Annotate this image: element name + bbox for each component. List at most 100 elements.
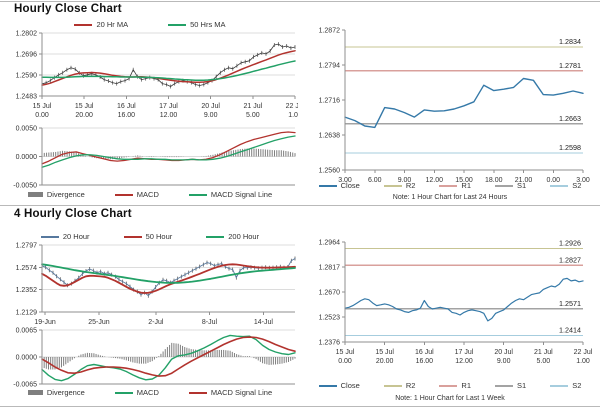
- y-tick-label: 1.2802: [16, 30, 38, 37]
- x-tick-label: 20 Jul: [494, 349, 513, 356]
- x-tick-label: 0.00: [35, 112, 49, 119]
- legend-label: R1: [461, 181, 471, 190]
- legend-item-r1: R1: [439, 181, 471, 190]
- legend-item-s2: S2: [550, 181, 581, 190]
- y-tick-label: 1.2129: [16, 309, 38, 316]
- legend-label: MACD Signal Line: [210, 190, 273, 199]
- y-tick-label: 1.2817: [319, 264, 341, 271]
- legend-line-swatch: [550, 384, 569, 387]
- y-tick-label: -0.0050: [13, 182, 37, 189]
- legend-item-divergence: Divergence: [27, 190, 85, 199]
- legend-item-r2: R2: [383, 181, 416, 190]
- legend-item-20-hour: 20 Hour: [40, 232, 90, 241]
- section-title-fourhourly: 4 Hourly Close Chart: [14, 208, 132, 220]
- legend-label: Close: [340, 381, 360, 390]
- y-tick-label: 1.2638: [319, 132, 341, 139]
- x-tick-label: 12.00: [425, 177, 443, 184]
- legend-bar-swatch: [27, 192, 43, 197]
- legend-label: R1: [461, 381, 471, 390]
- section-title-hourly: Hourly Close Chart: [14, 3, 122, 15]
- y-tick-label: 1.2696: [16, 51, 38, 58]
- y-tick-label: 0.0065: [16, 327, 38, 334]
- y-tick-label: 1.2352: [16, 287, 38, 294]
- pivot-24h-note: Note: 1 Hour Chart for Last 24 Hours: [392, 194, 508, 201]
- x-tick-label: 9.00: [204, 112, 218, 119]
- legend-item-s1: S1: [495, 381, 526, 390]
- x-tick-label: 16.00: [118, 112, 136, 119]
- legend-label: R2: [405, 181, 416, 190]
- series-20 Hr MA: [41, 50, 296, 86]
- y-tick-label: 1.2574: [16, 265, 38, 272]
- x-tick-label: 6.00: [368, 177, 382, 184]
- y-tick-label: 1.2590: [16, 72, 38, 79]
- legend-item-50-hrs-ma: 50 Hrs MA: [168, 20, 226, 29]
- legend-line-swatch: [495, 184, 513, 187]
- legend-line-swatch: [206, 235, 225, 238]
- pivot-week-plot: 1.2964 1.2817 1.2670 1.2523 1.2376 1.2926 1.28…: [319, 238, 593, 365]
- y-tick-label: 1.2376: [319, 339, 341, 346]
- legend-bar-swatch: [27, 390, 43, 395]
- x-tick-label: 17 Jul: [455, 349, 474, 356]
- x-tick-label: 22 Jul: [286, 103, 298, 110]
- legend-item-s1: S1: [495, 181, 526, 190]
- x-tick-label: 5.00: [246, 112, 260, 119]
- legend-label: 20 Hour: [62, 232, 90, 241]
- fourhourly-macd-chart: Divergence MACD MACD Signal Line 0.0065 0.0…: [2, 322, 298, 408]
- series-200 Hour: [41, 263, 296, 284]
- divider-middle: [0, 205, 600, 206]
- legend-label: MACD Signal Line: [210, 388, 273, 397]
- legend-item-macd: MACD: [114, 190, 159, 199]
- series-MACD Signal Line: [41, 336, 296, 377]
- level-label-S1: 1.2571: [559, 299, 581, 308]
- x-tick-label: 20 Jul: [201, 103, 220, 110]
- fourhourly-close-chart: 20 Hour 50 Hour 200 Hour 1.2797 1.2574 1.235…: [2, 228, 298, 326]
- pivot-24h-chart: Close R2 R1 S1 S2 Note: 1 Hour Chart for Las…: [302, 20, 598, 204]
- y-tick-label: 1.2794: [319, 62, 341, 69]
- series-Close: [344, 277, 584, 322]
- y-tick-label: -0.0065: [13, 381, 37, 388]
- x-tick-label: 21 Jul: [243, 103, 262, 110]
- legend-line-swatch: [439, 384, 458, 387]
- x-tick-label: 9.00: [497, 358, 511, 365]
- y-tick-label: 1.2964: [319, 239, 341, 246]
- series-Close: [41, 43, 296, 87]
- legend-item-s2: S2: [550, 381, 581, 390]
- x-tick-label: 22 Jul: [574, 349, 593, 356]
- level-label-S2: 1.2598: [559, 143, 581, 152]
- fourhourly-macd-legend: Divergence MACD MACD Signal Line: [2, 388, 298, 397]
- x-tick-label: 1.00: [576, 358, 590, 365]
- x-tick-label: 12.00: [160, 112, 178, 119]
- y-tick-label: 0.0000: [16, 154, 38, 161]
- legend-label: MACD: [136, 190, 159, 199]
- divider-top: [0, 1, 600, 2]
- x-tick-label: 21.00: [515, 177, 533, 184]
- x-tick-label: 17 Jul: [159, 103, 178, 110]
- legend-label: S1: [517, 181, 527, 190]
- legend-item-r2: R2: [383, 381, 416, 390]
- legend-item-macd-signal-line: MACD Signal Line: [188, 388, 273, 397]
- legend-label: R2: [405, 381, 416, 390]
- x-tick-label: 0.00: [546, 177, 560, 184]
- legend-line-swatch: [168, 23, 187, 26]
- y-tick-label: 1.2483: [16, 93, 38, 100]
- x-tick-label: 16 Jul: [415, 349, 434, 356]
- legend-item-close: Close: [318, 181, 360, 190]
- legend-item-50-hour: 50 Hour: [123, 232, 172, 241]
- legend-label: Divergence: [46, 190, 85, 199]
- level-label-S2: 1.2414: [559, 326, 581, 335]
- legend-line-swatch: [383, 384, 402, 387]
- x-tick-label: 15.00: [455, 177, 473, 184]
- fourhourly-macd-plot: 0.0065 0.0000 -0.0065: [13, 327, 296, 388]
- legend-label: MACD: [136, 388, 159, 397]
- y-tick-label: 0.0050: [16, 125, 38, 132]
- hourly-macd-legend: Divergence MACD MACD Signal Line: [2, 190, 298, 199]
- series-Close: [344, 77, 584, 129]
- level-label-R1: 1.2827: [559, 255, 581, 264]
- legend-line-swatch: [114, 391, 133, 394]
- x-tick-label: 16 Jul: [117, 103, 136, 110]
- x-tick-label: 19-Jun: [34, 319, 56, 326]
- y-tick-label: 1.2670: [319, 289, 341, 296]
- x-tick-label: 18.00: [485, 177, 503, 184]
- hourly-close-legend: 20 Hr MA 50 Hrs MA: [2, 20, 298, 29]
- legend-item-r1: R1: [439, 381, 471, 390]
